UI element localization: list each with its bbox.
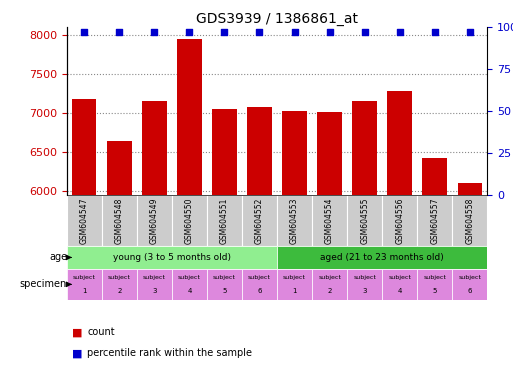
- Text: 2: 2: [117, 288, 122, 294]
- Text: 1: 1: [292, 288, 297, 294]
- Text: 5: 5: [432, 288, 437, 294]
- Text: GSM604558: GSM604558: [465, 197, 475, 243]
- Text: subject: subject: [388, 275, 411, 280]
- Text: GSM604552: GSM604552: [255, 197, 264, 243]
- Text: GSM604550: GSM604550: [185, 197, 194, 244]
- Bar: [312, 195, 347, 246]
- Bar: [352, 101, 377, 384]
- Bar: [107, 141, 131, 384]
- Text: GSM604551: GSM604551: [220, 197, 229, 243]
- Point: [185, 29, 193, 35]
- Text: 5: 5: [222, 288, 227, 294]
- Bar: [172, 195, 207, 246]
- Text: GSM604556: GSM604556: [395, 197, 404, 244]
- Bar: [177, 39, 202, 384]
- Text: subject: subject: [73, 275, 95, 280]
- Bar: [452, 195, 487, 246]
- Bar: [207, 195, 242, 246]
- Bar: [417, 269, 452, 300]
- Bar: [102, 195, 137, 246]
- Text: ■: ■: [72, 327, 82, 337]
- Bar: [318, 112, 342, 384]
- Point: [220, 29, 228, 35]
- Bar: [247, 107, 272, 384]
- Point: [115, 29, 123, 35]
- Text: subject: subject: [423, 275, 446, 280]
- Text: specimen: specimen: [20, 280, 67, 290]
- Bar: [137, 269, 172, 300]
- Text: ■: ■: [72, 348, 82, 358]
- Point: [290, 29, 299, 35]
- Bar: [347, 195, 382, 246]
- Bar: [67, 246, 277, 269]
- Point: [430, 29, 439, 35]
- Bar: [137, 195, 172, 246]
- Text: 6: 6: [257, 288, 262, 294]
- Bar: [277, 246, 487, 269]
- Bar: [387, 91, 412, 384]
- Bar: [172, 269, 207, 300]
- Text: subject: subject: [459, 275, 481, 280]
- Point: [80, 29, 88, 35]
- Text: percentile rank within the sample: percentile rank within the sample: [87, 348, 252, 358]
- Text: GSM604553: GSM604553: [290, 197, 299, 244]
- Point: [150, 29, 159, 35]
- Bar: [207, 269, 242, 300]
- Bar: [347, 269, 382, 300]
- Bar: [282, 111, 307, 384]
- Bar: [242, 195, 277, 246]
- Point: [325, 29, 333, 35]
- Bar: [382, 195, 417, 246]
- Text: subject: subject: [213, 275, 236, 280]
- Text: subject: subject: [108, 275, 131, 280]
- Point: [396, 29, 404, 35]
- Text: subject: subject: [248, 275, 271, 280]
- Text: GSM604554: GSM604554: [325, 197, 334, 244]
- Bar: [242, 269, 277, 300]
- Text: subject: subject: [318, 275, 341, 280]
- Text: 3: 3: [362, 288, 367, 294]
- Text: subject: subject: [353, 275, 376, 280]
- Text: subject: subject: [178, 275, 201, 280]
- Text: 4: 4: [398, 288, 402, 294]
- Bar: [67, 195, 102, 246]
- Bar: [142, 101, 167, 384]
- Point: [361, 29, 369, 35]
- Bar: [452, 269, 487, 300]
- Text: young (3 to 5 months old): young (3 to 5 months old): [113, 253, 231, 262]
- Bar: [458, 183, 482, 384]
- Title: GDS3939 / 1386861_at: GDS3939 / 1386861_at: [196, 12, 358, 26]
- Text: 4: 4: [187, 288, 191, 294]
- Bar: [102, 269, 137, 300]
- Bar: [277, 195, 312, 246]
- Text: GSM604555: GSM604555: [360, 197, 369, 244]
- Text: 2: 2: [327, 288, 332, 294]
- Text: count: count: [87, 327, 115, 337]
- Text: 1: 1: [82, 288, 87, 294]
- Text: aged (21 to 23 months old): aged (21 to 23 months old): [320, 253, 444, 262]
- Text: age: age: [49, 252, 67, 262]
- Bar: [212, 109, 236, 384]
- Point: [466, 29, 474, 35]
- Bar: [277, 269, 312, 300]
- Text: 3: 3: [152, 288, 156, 294]
- Bar: [423, 157, 447, 384]
- Bar: [312, 269, 347, 300]
- Text: GSM604557: GSM604557: [430, 197, 439, 244]
- Bar: [417, 195, 452, 246]
- Bar: [67, 269, 102, 300]
- Text: GSM604549: GSM604549: [150, 197, 159, 244]
- Point: [255, 29, 264, 35]
- Bar: [72, 99, 96, 384]
- Text: 6: 6: [467, 288, 472, 294]
- Text: subject: subject: [283, 275, 306, 280]
- Bar: [382, 269, 417, 300]
- Text: subject: subject: [143, 275, 166, 280]
- Text: GSM604547: GSM604547: [80, 197, 89, 244]
- Text: GSM604548: GSM604548: [115, 197, 124, 243]
